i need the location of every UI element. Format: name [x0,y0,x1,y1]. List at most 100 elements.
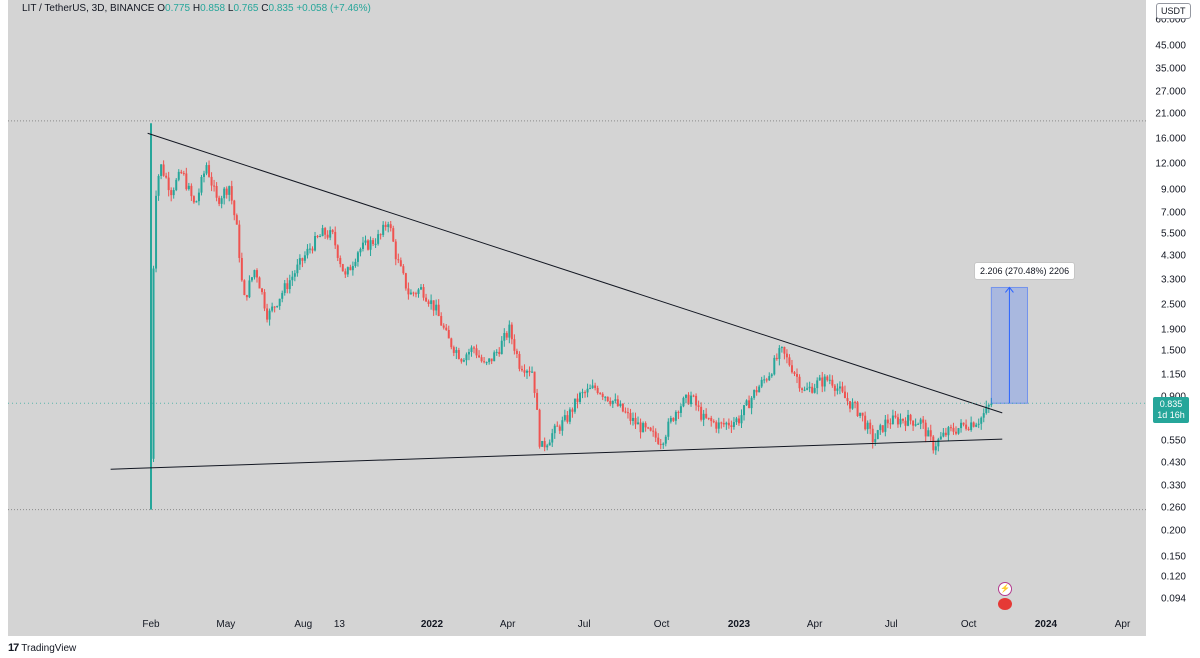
candle-body [637,422,640,425]
candle-body [601,393,604,397]
candle-body [346,267,349,275]
time-axis[interactable]: Feb May Aug 13 2022 Apr Jul Oct 2023 Apr Jul Oct 202… [8,612,1146,636]
candle-body [639,422,642,433]
candle-body [326,234,329,238]
y-tick-label: 27.000 [1155,86,1186,98]
candle-body [414,293,417,295]
candle-body [745,400,748,406]
candle-body [783,346,786,354]
y-tick-label: 4.300 [1160,250,1186,262]
candle-body [202,173,205,177]
candle-body [571,409,574,412]
candle-body [283,283,286,293]
candle-body [233,200,236,216]
candle-body [361,242,364,249]
currency-button[interactable]: USDT [1156,3,1191,19]
candle-body [778,348,781,360]
candle-body [344,271,347,275]
candle-body [874,439,877,443]
candle-body [515,350,518,354]
candle-body [674,411,677,421]
candle-body [311,248,314,251]
candle-body [707,417,710,419]
y-tick-label: 0.200 [1160,525,1186,537]
candle-body [197,192,200,202]
candle-body [339,257,342,265]
candle-body [826,376,829,381]
candle-body [856,402,859,416]
y-tick-label: 12.000 [1155,158,1186,170]
candle-body [268,310,271,320]
candle-body [180,171,183,174]
candle-body [558,426,561,431]
candle-body [914,424,917,426]
price-axis[interactable]: 60.000 45.000 35.000 27.000 21.000 16.000 12.0… [1146,0,1200,636]
y-tick-label: 0.550 [1160,435,1186,447]
candle-body [465,354,468,361]
candle-body [457,350,460,360]
candle-body [513,339,516,351]
candle-body [987,405,990,407]
y-tick-label: 9.000 [1160,184,1186,196]
candle-body [631,417,634,421]
candle-body [543,441,546,448]
price-chart[interactable] [8,0,1146,636]
candle-body [864,415,867,430]
candle-body [505,333,508,338]
candle-body [702,413,705,420]
candle-body [866,422,869,430]
candle-body [818,377,821,381]
candle-body [859,412,862,416]
chart-area[interactable]: LIT / TetherUS, 3D, BINANCE O0.775 H0.85… [8,0,1146,636]
x-tick-label: Apr [806,619,823,630]
x-tick-label: 2024 [1034,619,1058,630]
candle-body [846,398,849,402]
y-tick-label: 2.500 [1160,299,1186,311]
candle-body [228,186,231,195]
candle-body [942,432,945,437]
candle-body [155,195,158,269]
candle-body [808,386,811,389]
candle-body [205,165,208,174]
candle-body [563,415,566,421]
candle-body [303,255,306,261]
y-tick-label: 7.000 [1160,207,1186,219]
candle-body [387,224,390,228]
candle-body [278,298,281,307]
candle-body [331,230,334,232]
candle-body [263,292,266,309]
candle-body [255,270,258,278]
candle-body [695,395,698,406]
candle-body [954,431,957,434]
candle-body [672,418,675,421]
x-tick-label: May [216,619,236,630]
candle-body [972,422,975,427]
candle-body [790,365,793,373]
candle-body [823,376,826,387]
candle-body [520,368,523,371]
candle-body [722,423,725,425]
candle-body [296,264,299,274]
candle-body [172,190,175,196]
candle-body [152,268,155,459]
candle-body [700,406,703,420]
candle-body [654,431,657,438]
candle-body [861,412,864,416]
candle-body [266,308,269,320]
candle-body [165,175,168,178]
x-tick-label: Oct [960,619,977,630]
candle-body [760,379,763,387]
candle-body [276,306,279,308]
candle-body [319,236,322,238]
y-tick-label: 0.150 [1160,551,1186,563]
candle-body [425,297,428,302]
candle-body [160,164,163,176]
us-flag-icon[interactable] [998,598,1012,610]
candle-body [452,347,455,353]
candle-body [409,292,412,295]
candle-body [806,388,809,390]
candle-body [240,257,243,281]
lightning-icon[interactable]: ⚡ [998,582,1012,596]
x-tick-label: Aug [294,619,313,630]
candle-body [985,406,988,414]
